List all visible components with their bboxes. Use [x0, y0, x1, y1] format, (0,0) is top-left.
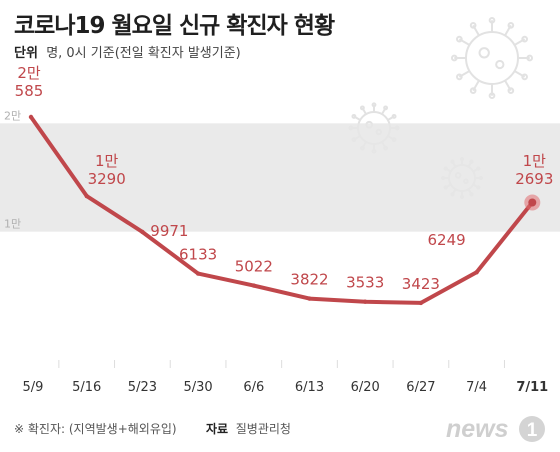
data-point	[28, 114, 34, 120]
x-tick-label: 6/27	[406, 380, 435, 395]
virus-spike-tip	[383, 105, 389, 111]
source-label: 자료	[206, 422, 229, 436]
x-tick-label: 5/23	[128, 380, 157, 395]
data-point	[307, 296, 312, 301]
virus-spot	[495, 59, 505, 70]
y-axis-ticks: 2만 1만	[4, 109, 21, 230]
unit-text: 명, 0시 기준(전일 확진자 발생기준)	[46, 46, 241, 61]
data-point	[474, 270, 479, 275]
virus-spike-tip	[450, 54, 458, 62]
x-tick-label: 5/30	[183, 380, 212, 395]
data-label-line: 2만	[17, 64, 41, 82]
y-tick-label: 1만	[4, 218, 21, 231]
data-label: 9971	[150, 222, 188, 240]
logo-number: 1	[527, 420, 538, 441]
y-band-1man-2man	[0, 123, 560, 232]
data-label-line: 6133	[179, 246, 217, 264]
data-point	[195, 271, 201, 276]
data-point	[140, 229, 145, 235]
x-tick-label: 5/9	[23, 380, 44, 395]
x-tick-label: 7/11	[516, 380, 548, 395]
x-tick-label: 6/6	[243, 380, 264, 395]
footnote: ※ 확진자: (지역발생+해외유입)	[14, 422, 177, 436]
virus-spot	[478, 47, 490, 59]
data-point	[363, 299, 368, 304]
virus-spike-tip	[507, 87, 515, 94]
unit-label: 단위	[14, 46, 38, 61]
virus-spike-tip	[351, 113, 357, 119]
data-label-line: 3423	[402, 275, 440, 293]
data-label: 1만 2693	[515, 152, 553, 188]
page-title: 코로나19 월요일 신규 확진자 현황	[14, 13, 335, 39]
news1-logo: news 1	[446, 414, 548, 448]
series-line	[29, 114, 535, 305]
data-label-line: 5022	[235, 258, 273, 276]
data-label-line: 9971	[150, 222, 188, 240]
virus-spike-tip	[469, 22, 477, 29]
x-tick-label: 6/13	[295, 380, 324, 395]
logo-circle	[519, 416, 545, 442]
news1-logo-mark: news 1	[446, 415, 545, 443]
virus-spike-tip	[507, 22, 515, 29]
logo-wordmark: news	[446, 415, 509, 443]
data-label-line: 1만	[95, 152, 119, 170]
source-text: 질병관리청	[235, 422, 291, 436]
data-label: 3822	[290, 271, 328, 289]
virus-spike-tip	[488, 92, 496, 100]
data-label-line: 3533	[346, 274, 384, 292]
virus-spike-tip	[456, 73, 463, 81]
data-label: 1만 3290	[88, 152, 126, 188]
data-label-line: 3822	[290, 271, 328, 289]
data-label: 6249	[428, 231, 466, 249]
data-label-line: 2693	[515, 170, 553, 188]
data-point	[84, 193, 89, 199]
virus-body	[465, 31, 519, 85]
x-tick-label: 5/16	[72, 380, 101, 395]
data-label: 2만 585	[15, 64, 44, 100]
data-point	[251, 283, 256, 288]
data-label-line: 6249	[428, 231, 466, 249]
data-label: 3423	[402, 275, 440, 293]
data-label: 6133	[179, 246, 217, 264]
unit-note: 단위 명, 0시 기준(전일 확진자 발생기준)	[14, 42, 241, 61]
x-axis-labels: 5/9 5/16 5/23 5/30 6/6 6/13 6/20 6/27 7/4 7/11	[23, 380, 549, 395]
virus-spike-tip	[456, 35, 463, 43]
data-label-line: 1만	[523, 152, 547, 170]
data-label-line: 585	[15, 82, 44, 100]
data-label-line: 3290	[88, 170, 126, 188]
data-label: 5022	[235, 258, 273, 276]
data-label: 3533	[346, 274, 384, 292]
virus-spike-tip	[469, 87, 477, 94]
virus-icon	[450, 16, 534, 100]
virus-spike-tip	[359, 105, 365, 111]
virus-spike-tip	[521, 73, 528, 81]
x-axis-dividers	[58, 360, 505, 368]
virus-spike-tip	[371, 102, 377, 108]
virus-spike-tip	[521, 35, 528, 43]
data-point	[528, 198, 537, 207]
source-credit: 자료 질병관리청	[206, 420, 291, 437]
virus-spike-tip	[391, 113, 397, 119]
x-tick-label: 7/4	[466, 380, 487, 395]
y-tick-label: 2만	[4, 109, 21, 122]
x-tick-label: 6/20	[351, 380, 380, 395]
virus-spike-tip	[488, 16, 496, 24]
data-point	[418, 300, 424, 306]
virus-spike-tip	[526, 54, 534, 62]
